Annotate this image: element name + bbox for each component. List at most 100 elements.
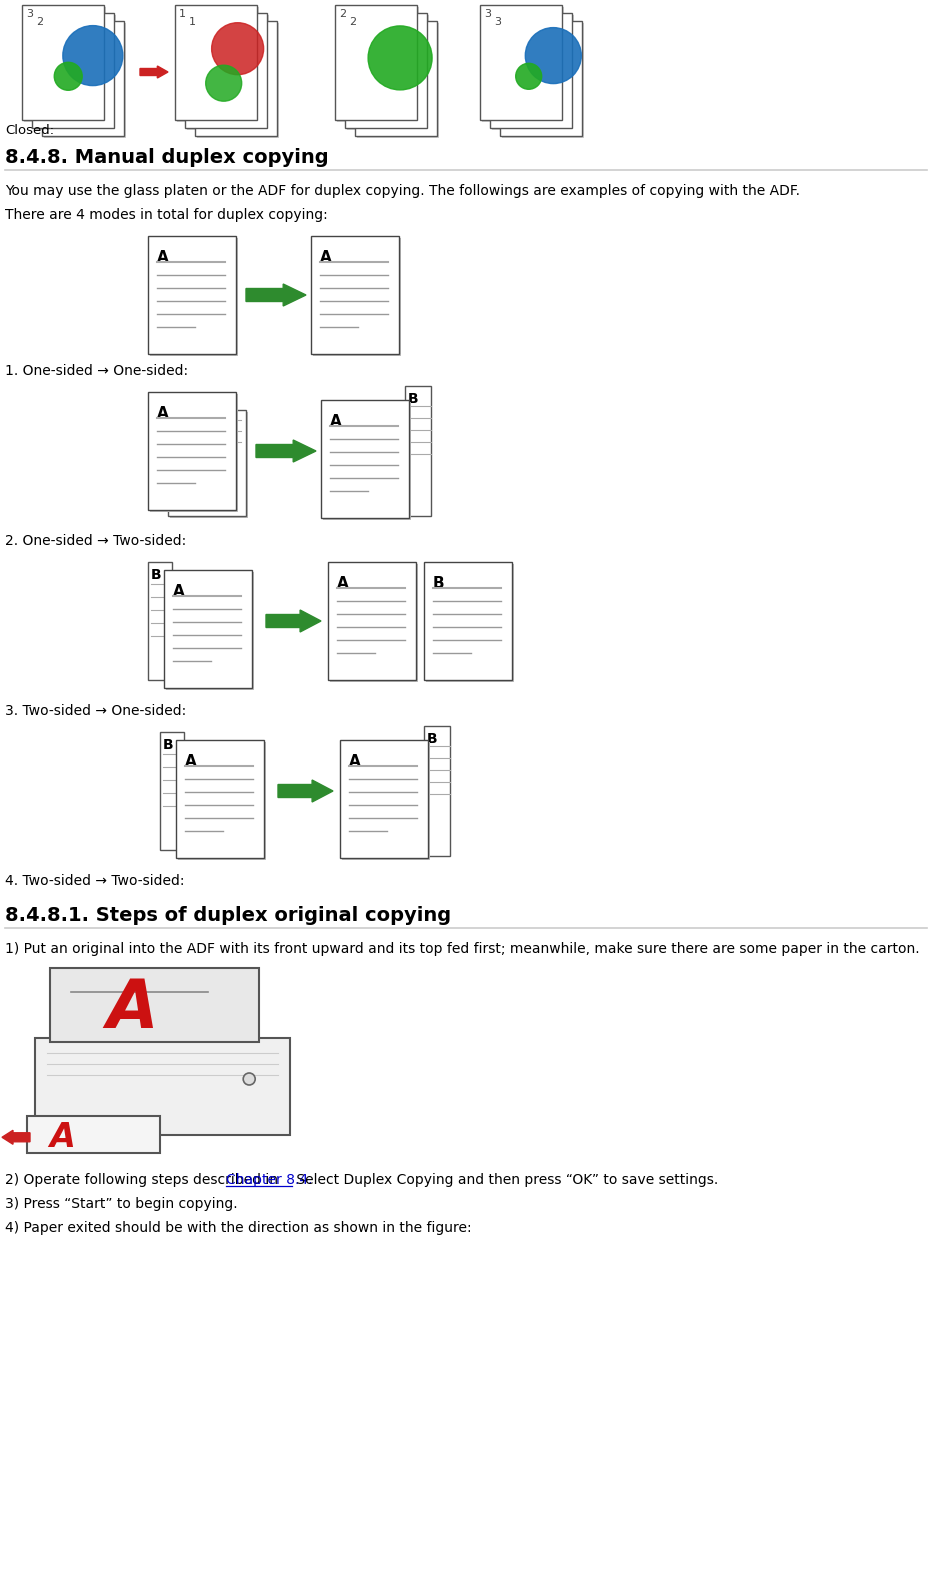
Text: Chapter 8.4.: Chapter 8.4. — [226, 1173, 312, 1187]
Text: 3. Two-sided → One-sided:: 3. Two-sided → One-sided: — [5, 704, 186, 718]
Text: 1: 1 — [199, 25, 206, 35]
Text: 2: 2 — [349, 17, 356, 27]
Bar — [164, 571, 252, 688]
Text: 2) Operate following steps described in: 2) Operate following steps described in — [5, 1173, 282, 1187]
Bar — [50, 968, 259, 1041]
Circle shape — [212, 22, 264, 74]
Bar — [355, 21, 437, 136]
Circle shape — [62, 25, 123, 86]
Bar — [148, 563, 172, 680]
Bar — [345, 13, 427, 128]
Bar — [185, 13, 267, 128]
Bar — [500, 21, 582, 136]
Bar — [27, 1116, 159, 1152]
Text: B: B — [408, 391, 418, 406]
Text: B: B — [163, 739, 173, 751]
Text: A: A — [185, 754, 197, 769]
Text: A: A — [157, 406, 169, 422]
Bar — [34, 14, 116, 130]
Circle shape — [54, 62, 82, 90]
Text: 2: 2 — [36, 17, 43, 27]
Bar — [148, 236, 236, 353]
Bar — [197, 24, 279, 138]
Text: 1: 1 — [189, 17, 196, 27]
Text: A: A — [172, 585, 185, 599]
Text: Select Duplex Copying and then press “OK” to save settings.: Select Duplex Copying and then press “OK… — [292, 1173, 719, 1187]
Bar — [178, 471, 183, 479]
Text: 4. Two-sided → Two-sided:: 4. Two-sided → Two-sided: — [5, 873, 185, 888]
Bar — [148, 391, 236, 510]
Circle shape — [368, 25, 432, 90]
Bar — [24, 6, 106, 122]
Text: 1: 1 — [46, 25, 53, 35]
Bar — [42, 21, 124, 136]
Text: B: B — [432, 577, 445, 591]
Text: A: A — [106, 976, 158, 1041]
Bar — [190, 469, 195, 479]
Text: B: B — [151, 567, 161, 582]
Bar — [492, 14, 574, 130]
Circle shape — [206, 65, 241, 101]
Bar — [168, 411, 246, 517]
Bar — [337, 6, 419, 122]
Bar — [170, 412, 248, 518]
Bar — [178, 742, 266, 861]
FancyArrow shape — [278, 780, 333, 802]
Text: 2: 2 — [339, 10, 346, 19]
Text: 2: 2 — [359, 25, 366, 35]
Text: 4) Paper exited should be with the direction as shown in the figure:: 4) Paper exited should be with the direc… — [5, 1220, 472, 1235]
Text: A: A — [157, 250, 169, 265]
Text: A: A — [349, 754, 361, 769]
Bar — [502, 24, 584, 138]
Bar — [32, 13, 114, 128]
Text: 3: 3 — [484, 10, 491, 19]
FancyArrow shape — [140, 67, 168, 78]
Bar — [44, 24, 126, 138]
Bar — [347, 14, 429, 130]
Text: A: A — [336, 577, 349, 591]
Bar — [340, 740, 428, 857]
Text: A: A — [330, 414, 341, 430]
Text: 1: 1 — [179, 10, 186, 19]
Bar — [335, 5, 417, 120]
Text: A: A — [49, 1121, 75, 1154]
Text: Closed:: Closed: — [5, 124, 54, 136]
Bar — [357, 24, 439, 138]
Bar — [342, 742, 430, 861]
Text: You may use the glass platen or the ADF for duplex copying. The followings are e: You may use the glass platen or the ADF … — [5, 184, 800, 198]
Bar — [426, 564, 514, 682]
Text: 1) Put an original into the ADF with its front upward and its top fed first; mea: 1) Put an original into the ADF with its… — [5, 941, 920, 956]
Text: B: B — [427, 732, 438, 747]
FancyArrow shape — [266, 610, 321, 632]
Bar — [311, 236, 399, 353]
Text: 3: 3 — [504, 25, 511, 35]
Bar — [176, 740, 264, 857]
Bar — [160, 732, 184, 850]
Bar — [424, 563, 512, 680]
Text: 3: 3 — [494, 17, 501, 27]
Bar — [330, 564, 418, 682]
Bar — [424, 726, 450, 856]
Bar — [166, 572, 254, 689]
FancyArrow shape — [256, 441, 316, 461]
Text: 1. One-sided → One-sided:: 1. One-sided → One-sided: — [5, 365, 188, 377]
Bar — [490, 13, 572, 128]
Bar — [35, 1038, 290, 1135]
Bar — [187, 14, 269, 130]
Text: 3) Press “Start” to begin copying.: 3) Press “Start” to begin copying. — [5, 1197, 238, 1211]
Bar — [323, 403, 411, 520]
Bar — [328, 563, 416, 680]
Bar — [177, 6, 259, 122]
Circle shape — [515, 63, 541, 89]
FancyArrow shape — [246, 284, 306, 306]
Text: A: A — [320, 250, 332, 265]
FancyArrow shape — [2, 1130, 30, 1144]
Circle shape — [243, 1073, 255, 1086]
Circle shape — [526, 27, 582, 84]
Bar — [150, 238, 238, 357]
Bar — [480, 5, 562, 120]
Text: 2. One-sided → Two-sided:: 2. One-sided → Two-sided: — [5, 534, 186, 548]
Bar — [313, 238, 401, 357]
Bar — [184, 464, 189, 479]
Bar — [150, 395, 238, 512]
